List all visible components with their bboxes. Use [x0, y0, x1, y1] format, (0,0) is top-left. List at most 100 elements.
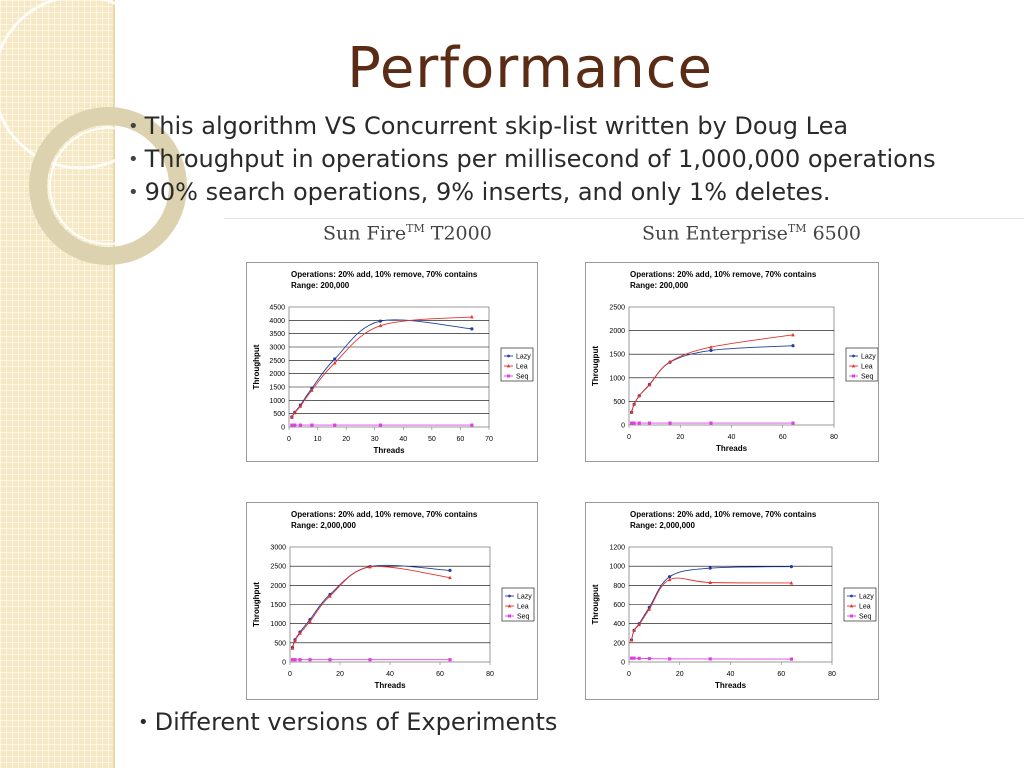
- data-point-seq: [290, 658, 295, 662]
- machine-name: Sun Enterprise: [642, 222, 788, 245]
- bullet-item: Throughput in operations per millisecond…: [128, 143, 936, 176]
- data-point-seq: [308, 658, 312, 662]
- y-tick-label: 500: [613, 399, 625, 406]
- x-axis-label: Threads: [373, 446, 405, 455]
- data-point-seq: [368, 658, 372, 662]
- machine-name: Sun Fire: [323, 222, 407, 245]
- machine-model: T2000: [430, 222, 492, 245]
- plot-area: [288, 306, 490, 428]
- data-point-lea: [632, 402, 636, 406]
- legend-label: Lea: [861, 364, 873, 371]
- chart-subtitle: Range: 200,000: [291, 281, 350, 290]
- y-tick-label: 1000: [270, 621, 286, 628]
- legend-marker: [850, 614, 853, 618]
- x-axis-label: Threads: [374, 681, 406, 690]
- data-point-seq: [789, 657, 793, 661]
- x-tick-label: 40: [728, 434, 736, 441]
- legend-label: Lazy: [861, 354, 876, 361]
- data-point-seq: [293, 423, 297, 427]
- data-point-seq: [791, 421, 795, 425]
- legend-box: [501, 587, 535, 622]
- data-point-seq: [637, 421, 641, 425]
- y-axis-label: Througput: [591, 346, 600, 386]
- y-tick-label: 3000: [270, 545, 286, 552]
- legend-marker: [507, 604, 512, 608]
- x-axis-label: Threads: [715, 681, 747, 690]
- y-tick-label: 3000: [269, 345, 285, 352]
- data-point-seq: [632, 656, 636, 660]
- y-tick-label: 3500: [269, 331, 285, 338]
- data-point-seq: [298, 423, 303, 427]
- x-tick-label: 70: [485, 436, 493, 443]
- bullet-item: 90% search operations, 9% inserts, and o…: [128, 176, 936, 209]
- y-tick-label: 500: [273, 411, 285, 418]
- legend-marker: [850, 594, 853, 598]
- legend-label: Lea: [516, 364, 528, 371]
- plot-area: [628, 306, 835, 426]
- data-point-seq: [709, 421, 713, 425]
- data-point-lea: [629, 410, 634, 414]
- data-point-lea: [368, 564, 372, 569]
- x-tick-label: 80: [830, 434, 838, 441]
- x-tick-label: 0: [287, 436, 291, 443]
- data-point-lea: [470, 314, 474, 319]
- data-point-lea: [629, 637, 634, 642]
- data-point-lazy: [668, 575, 672, 579]
- data-point-lea: [328, 594, 332, 598]
- data-point-lea: [791, 332, 795, 337]
- y-tick-label: 0: [621, 423, 625, 430]
- legend-marker: [508, 614, 511, 618]
- y-tick-label: 2000: [269, 371, 285, 378]
- data-point-lea: [647, 382, 652, 387]
- page-title: Performance: [347, 36, 713, 101]
- data-point-lea: [448, 575, 452, 580]
- machine-model: 6500: [812, 222, 861, 245]
- legend-marker: [508, 594, 511, 598]
- data-point-seq: [310, 423, 314, 427]
- chart-svg: Operations: 20% add, 10% remove, 70% con…: [591, 270, 878, 453]
- y-tick-label: 0: [281, 425, 285, 432]
- chart-svg: Operations: 20% add, 10% remove, 70% con…: [252, 510, 535, 690]
- y-axis-label: Througput: [591, 584, 600, 624]
- chart-subtitle: Range: 2,000,000: [291, 521, 356, 530]
- chart-svg: Operations: 20% add, 10% remove, 70% con…: [252, 270, 534, 455]
- y-tick-label: 1500: [609, 352, 625, 359]
- y-tick-label: 2000: [270, 583, 286, 590]
- y-tick-label: 1000: [609, 375, 625, 382]
- y-tick-label: 0: [282, 660, 286, 667]
- data-point-seq: [708, 657, 712, 661]
- legend-marker: [507, 354, 510, 358]
- data-point-lea: [298, 631, 302, 635]
- x-tick-label: 80: [486, 671, 494, 678]
- legend-label: Lea: [517, 604, 529, 611]
- y-tick-label: 4500: [269, 305, 285, 312]
- x-tick-label: 0: [288, 671, 292, 678]
- y-tick-label: 400: [613, 621, 625, 628]
- legend-box: [845, 347, 878, 382]
- x-tick-label: 80: [828, 671, 836, 678]
- y-tick-label: 600: [613, 602, 625, 609]
- data-point-seq: [328, 658, 332, 662]
- bullet-list: This algorithm VS Concurrent skip-list w…: [128, 110, 936, 209]
- data-point-lazy: [708, 566, 712, 570]
- data-point-lea: [290, 415, 294, 419]
- chart-title: Operations: 20% add, 10% remove, 70% con…: [630, 510, 817, 519]
- data-point-lazy: [709, 348, 713, 353]
- x-tick-label: 20: [336, 671, 344, 678]
- y-tick-label: 800: [613, 583, 625, 590]
- x-tick-label: 20: [676, 671, 684, 678]
- data-point-lea: [292, 410, 297, 415]
- x-tick-label: 40: [386, 671, 394, 678]
- data-point-lea: [667, 577, 672, 582]
- data-point-seq: [637, 656, 641, 660]
- divider-line: [224, 218, 1024, 219]
- data-point-seq: [647, 657, 651, 661]
- data-point-seq: [668, 421, 672, 425]
- data-point-seq: [378, 423, 383, 427]
- data-point-lea: [789, 580, 794, 585]
- machine-label-right: Sun EnterpriseTM 6500: [642, 222, 861, 244]
- y-tick-label: 0: [621, 660, 625, 667]
- data-point-lazy: [789, 565, 793, 569]
- data-point-lea: [647, 607, 652, 611]
- legend-label: Seq: [859, 614, 872, 621]
